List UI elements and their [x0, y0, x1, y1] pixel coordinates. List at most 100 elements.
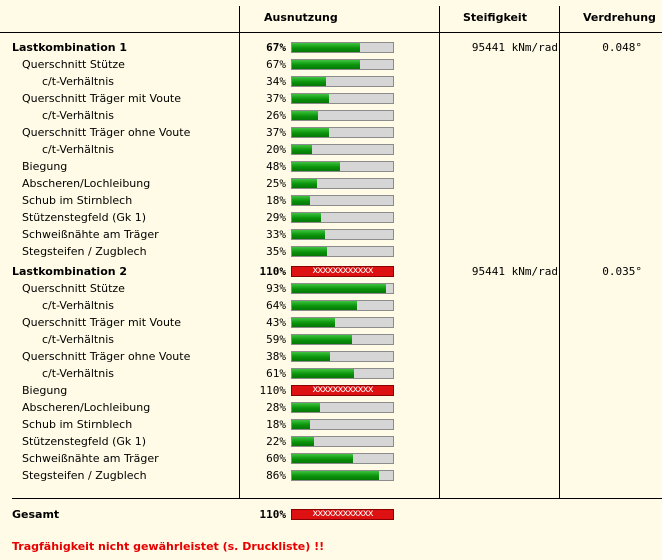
overflow-marker: xxxxxxxxxxxx: [312, 509, 373, 519]
utilization-percent: 110%: [259, 384, 287, 397]
load-combination-label: Lastkombination 2: [12, 265, 128, 278]
utilization-bar: [291, 93, 394, 104]
utilization-percent: 38%: [266, 350, 286, 363]
utilization-percent: 59%: [266, 333, 286, 346]
utilization-percent: 29%: [266, 211, 286, 224]
utilization-bar: [291, 76, 394, 87]
utilization-percent: 18%: [266, 418, 286, 431]
header-steifigkeit: Steifigkeit: [463, 11, 527, 24]
utilization-percent: 61%: [266, 367, 286, 380]
check-row: Querschnitt Träger ohne Voute 38%: [0, 348, 662, 365]
utilization-bar-fill: [292, 471, 379, 480]
check-label: Schweißnähte am Träger: [22, 228, 159, 241]
utilization-bar-fill: [292, 335, 352, 344]
utilization-percent: 20%: [266, 143, 286, 156]
check-label: Querschnitt Träger ohne Voute: [22, 126, 191, 139]
stiffness-value: 95441 kNm/rad: [471, 41, 558, 54]
utilization-bar-fill: [292, 145, 312, 154]
utilization-bar: [291, 144, 394, 155]
utilization-bar-fill: [292, 230, 325, 239]
header-separator: [0, 32, 662, 33]
utilization-percent: 26%: [266, 109, 286, 122]
utilization-bar-fill: [292, 369, 354, 378]
check-label: c/t-Verhältnis: [42, 143, 114, 156]
utilization-bar: [291, 283, 394, 294]
utilization-bar-fill: [292, 420, 310, 429]
utilization-bar: [291, 351, 394, 362]
column-divider-middle: [439, 6, 440, 498]
check-label: Stegsteifen / Zugblech: [22, 469, 147, 482]
utilization-percent: 43%: [266, 316, 286, 329]
check-row: Stützenstegfeld (Gk 1) 22%: [0, 433, 662, 450]
check-label: Querschnitt Träger mit Voute: [22, 92, 181, 105]
load-combination-label: Lastkombination 1: [12, 41, 128, 54]
check-label: c/t-Verhältnis: [42, 109, 114, 122]
utilization-bar: [291, 229, 394, 240]
utilization-bar-fill: [292, 60, 360, 69]
utilization-percent: 37%: [266, 126, 286, 139]
header-ausnutzung: Ausnutzung: [264, 11, 338, 24]
check-row: Biegung 110% xxxxxxxxxxxx: [0, 382, 662, 399]
utilization-percent: 28%: [266, 401, 286, 414]
check-label: Stegsteifen / Zugblech: [22, 245, 147, 258]
overflow-marker: xxxxxxxxxxxx: [312, 266, 373, 276]
utilization-percent: 86%: [266, 469, 286, 482]
utilization-percent: 18%: [266, 194, 286, 207]
check-row: c/t-Verhältnis 61%: [0, 365, 662, 382]
stiffness-value: 95441 kNm/rad: [471, 265, 558, 278]
utilization-bar-fill: [292, 284, 386, 293]
check-label: Querschnitt Träger ohne Voute: [22, 350, 191, 363]
total-utilization-bar: xxxxxxxxxxxx: [291, 509, 394, 520]
check-row: Schub im Stirnblech 18%: [0, 416, 662, 433]
utilization-bar: [291, 59, 394, 70]
utilization-bar-fill: [292, 454, 353, 463]
check-label: Schub im Stirnblech: [22, 194, 133, 207]
utilization-bar: [291, 212, 394, 223]
utilization-bar-fill: [292, 247, 327, 256]
utilization-percent: 33%: [266, 228, 286, 241]
utilization-bar-fill: [292, 111, 318, 120]
check-row: Querschnitt Stütze 67%: [0, 56, 662, 73]
check-row: Querschnitt Träger mit Voute 43%: [0, 314, 662, 331]
utilization-bar-fill: [292, 437, 314, 446]
overflow-marker: xxxxxxxxxxxx: [312, 385, 373, 395]
utilization-percent: 60%: [266, 452, 286, 465]
utilization-bar-fill: [292, 162, 340, 171]
utilization-bar-fill: [292, 352, 330, 361]
load-combination-row: Lastkombination 1 67% 95441 kNm/rad 0.048°: [0, 39, 662, 56]
check-row: Querschnitt Träger mit Voute 37%: [0, 90, 662, 107]
check-row: Querschnitt Träger ohne Voute 37%: [0, 124, 662, 141]
check-label: Stützenstegfeld (Gk 1): [22, 211, 147, 224]
utilization-bar: [291, 334, 394, 345]
utilization-percent: 35%: [266, 245, 286, 258]
check-label: Stützenstegfeld (Gk 1): [22, 435, 147, 448]
rotation-value: 0.035°: [602, 265, 642, 278]
utilization-bar: [291, 246, 394, 257]
rotation-value: 0.048°: [602, 41, 642, 54]
check-row: c/t-Verhältnis 59%: [0, 331, 662, 348]
check-row: c/t-Verhältnis 64%: [0, 297, 662, 314]
utilization-percent: 64%: [266, 299, 286, 312]
utilization-bar: [291, 402, 394, 413]
check-label: Biegung: [22, 384, 68, 397]
utilization-bar: [291, 419, 394, 430]
utilization-bar: [291, 453, 394, 464]
check-label: Querschnitt Träger mit Voute: [22, 316, 181, 329]
check-row: Schub im Stirnblech 18%: [0, 192, 662, 209]
utilization-percent: 25%: [266, 177, 286, 190]
check-row: Querschnitt Stütze 93%: [0, 280, 662, 297]
header-verdrehung: Verdrehung: [583, 11, 656, 24]
check-row: Stegsteifen / Zugblech 86%: [0, 467, 662, 484]
utilization-bar: [291, 300, 394, 311]
utilization-bar-fill: [292, 403, 320, 412]
utilization-bar: [291, 127, 394, 138]
utilization-bar: [291, 110, 394, 121]
utilization-bar: [291, 317, 394, 328]
check-row: c/t-Verhältnis 20%: [0, 141, 662, 158]
check-row: Stützenstegfeld (Gk 1) 29%: [0, 209, 662, 226]
utilization-bar-fill: [292, 43, 360, 52]
utilization-bar: [291, 195, 394, 206]
check-label: c/t-Verhältnis: [42, 367, 114, 380]
total-separator: [12, 498, 662, 499]
utilization-bar-fill: [292, 213, 321, 222]
